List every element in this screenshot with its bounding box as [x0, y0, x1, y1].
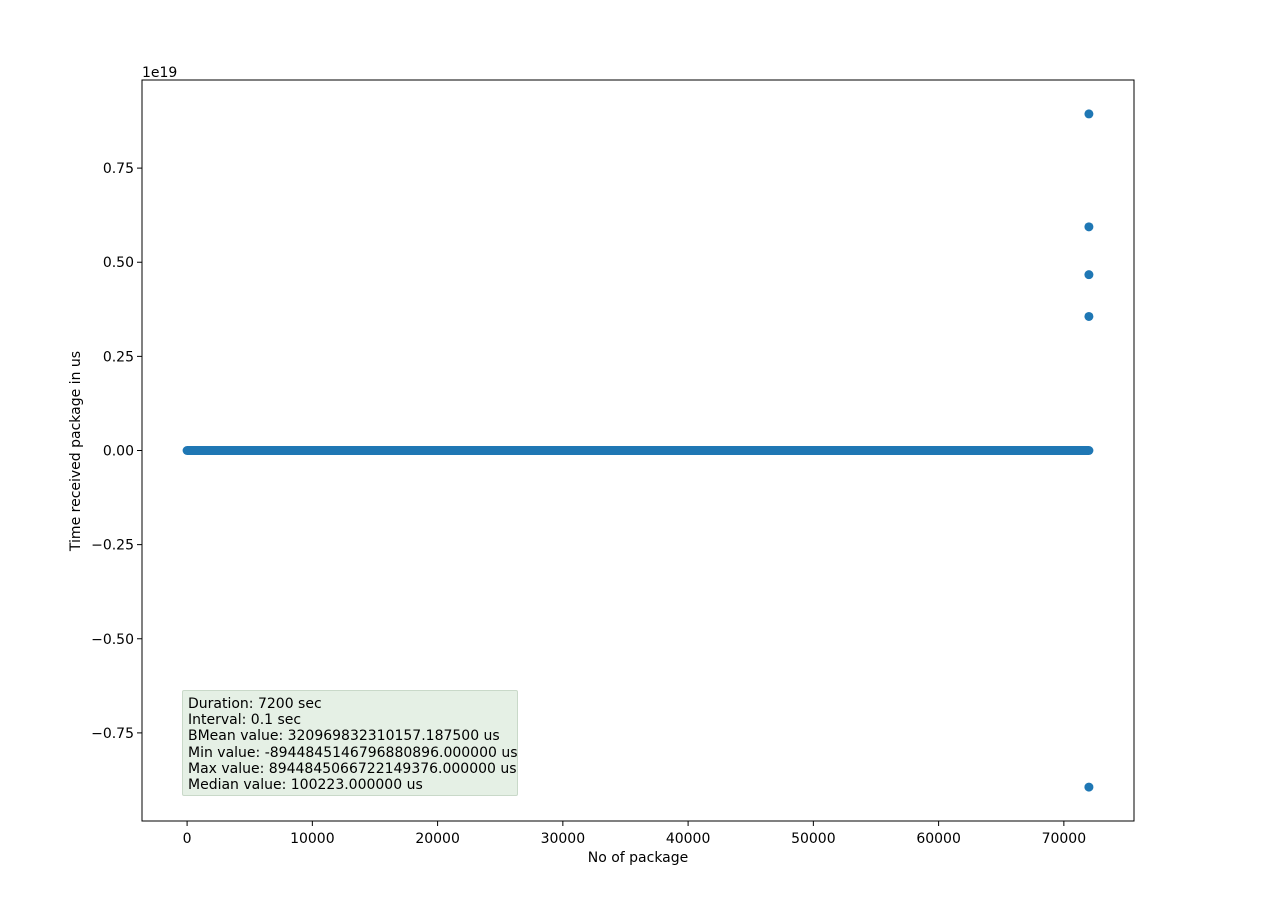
y-axis-ticks: −0.75 −0.50 −0.25 0.00 0.25 0.50 0.75: [91, 161, 142, 742]
y-tick-label-2: −0.25: [91, 538, 134, 554]
x-tick-label-4: 40000: [666, 831, 711, 847]
stats-mean: BMean value: 320969832310157.187500 us: [188, 728, 500, 745]
stats-min: Min value: -8944845146796880896.000000 u…: [188, 744, 518, 761]
y-tick-label-1: −0.50: [91, 632, 134, 648]
stats-interval: Interval: 0.1 sec: [188, 712, 302, 729]
outlier-point-2: [1084, 270, 1094, 280]
outlier-point-3: [1084, 311, 1094, 321]
stats-annotation-box: Duration: 7200 sec Interval: 0.1 sec BMe…: [182, 690, 518, 796]
x-tick-label-0: 0: [183, 831, 192, 847]
x-tick-label-1: 10000: [290, 831, 335, 847]
y-tick-label-5: 0.50: [103, 255, 134, 271]
x-axis-label: No of package: [588, 850, 689, 866]
x-tick-label-7: 70000: [1042, 831, 1087, 847]
y-offset-label: 1e19: [142, 65, 177, 81]
y-tick-label-0: −0.75: [91, 726, 134, 742]
outlier-point-0: [1084, 109, 1094, 119]
stats-duration: Duration: 7200 sec: [188, 696, 322, 712]
stats-median: Median value: 100223.000000 us: [188, 777, 423, 794]
x-axis-ticks: 0 10000 20000 30000 40000 50000 60000 70000: [183, 821, 1087, 847]
x-tick-label-3: 30000: [541, 831, 586, 847]
stats-max: Max value: 8944845066722149376.000000 us: [188, 760, 517, 777]
outlier-point-4: [1084, 782, 1094, 792]
x-tick-label-2: 20000: [415, 831, 460, 847]
y-tick-label-4: 0.25: [103, 349, 134, 365]
outlier-point-1: [1084, 222, 1094, 232]
y-tick-label-3: 0.00: [103, 444, 134, 460]
data-marks: [182, 109, 1094, 792]
x-tick-label-5: 50000: [791, 831, 836, 847]
y-tick-label-6: 0.75: [103, 161, 134, 177]
x-tick-label-6: 60000: [916, 831, 961, 847]
y-axis-label: Time received package in us: [68, 351, 84, 552]
